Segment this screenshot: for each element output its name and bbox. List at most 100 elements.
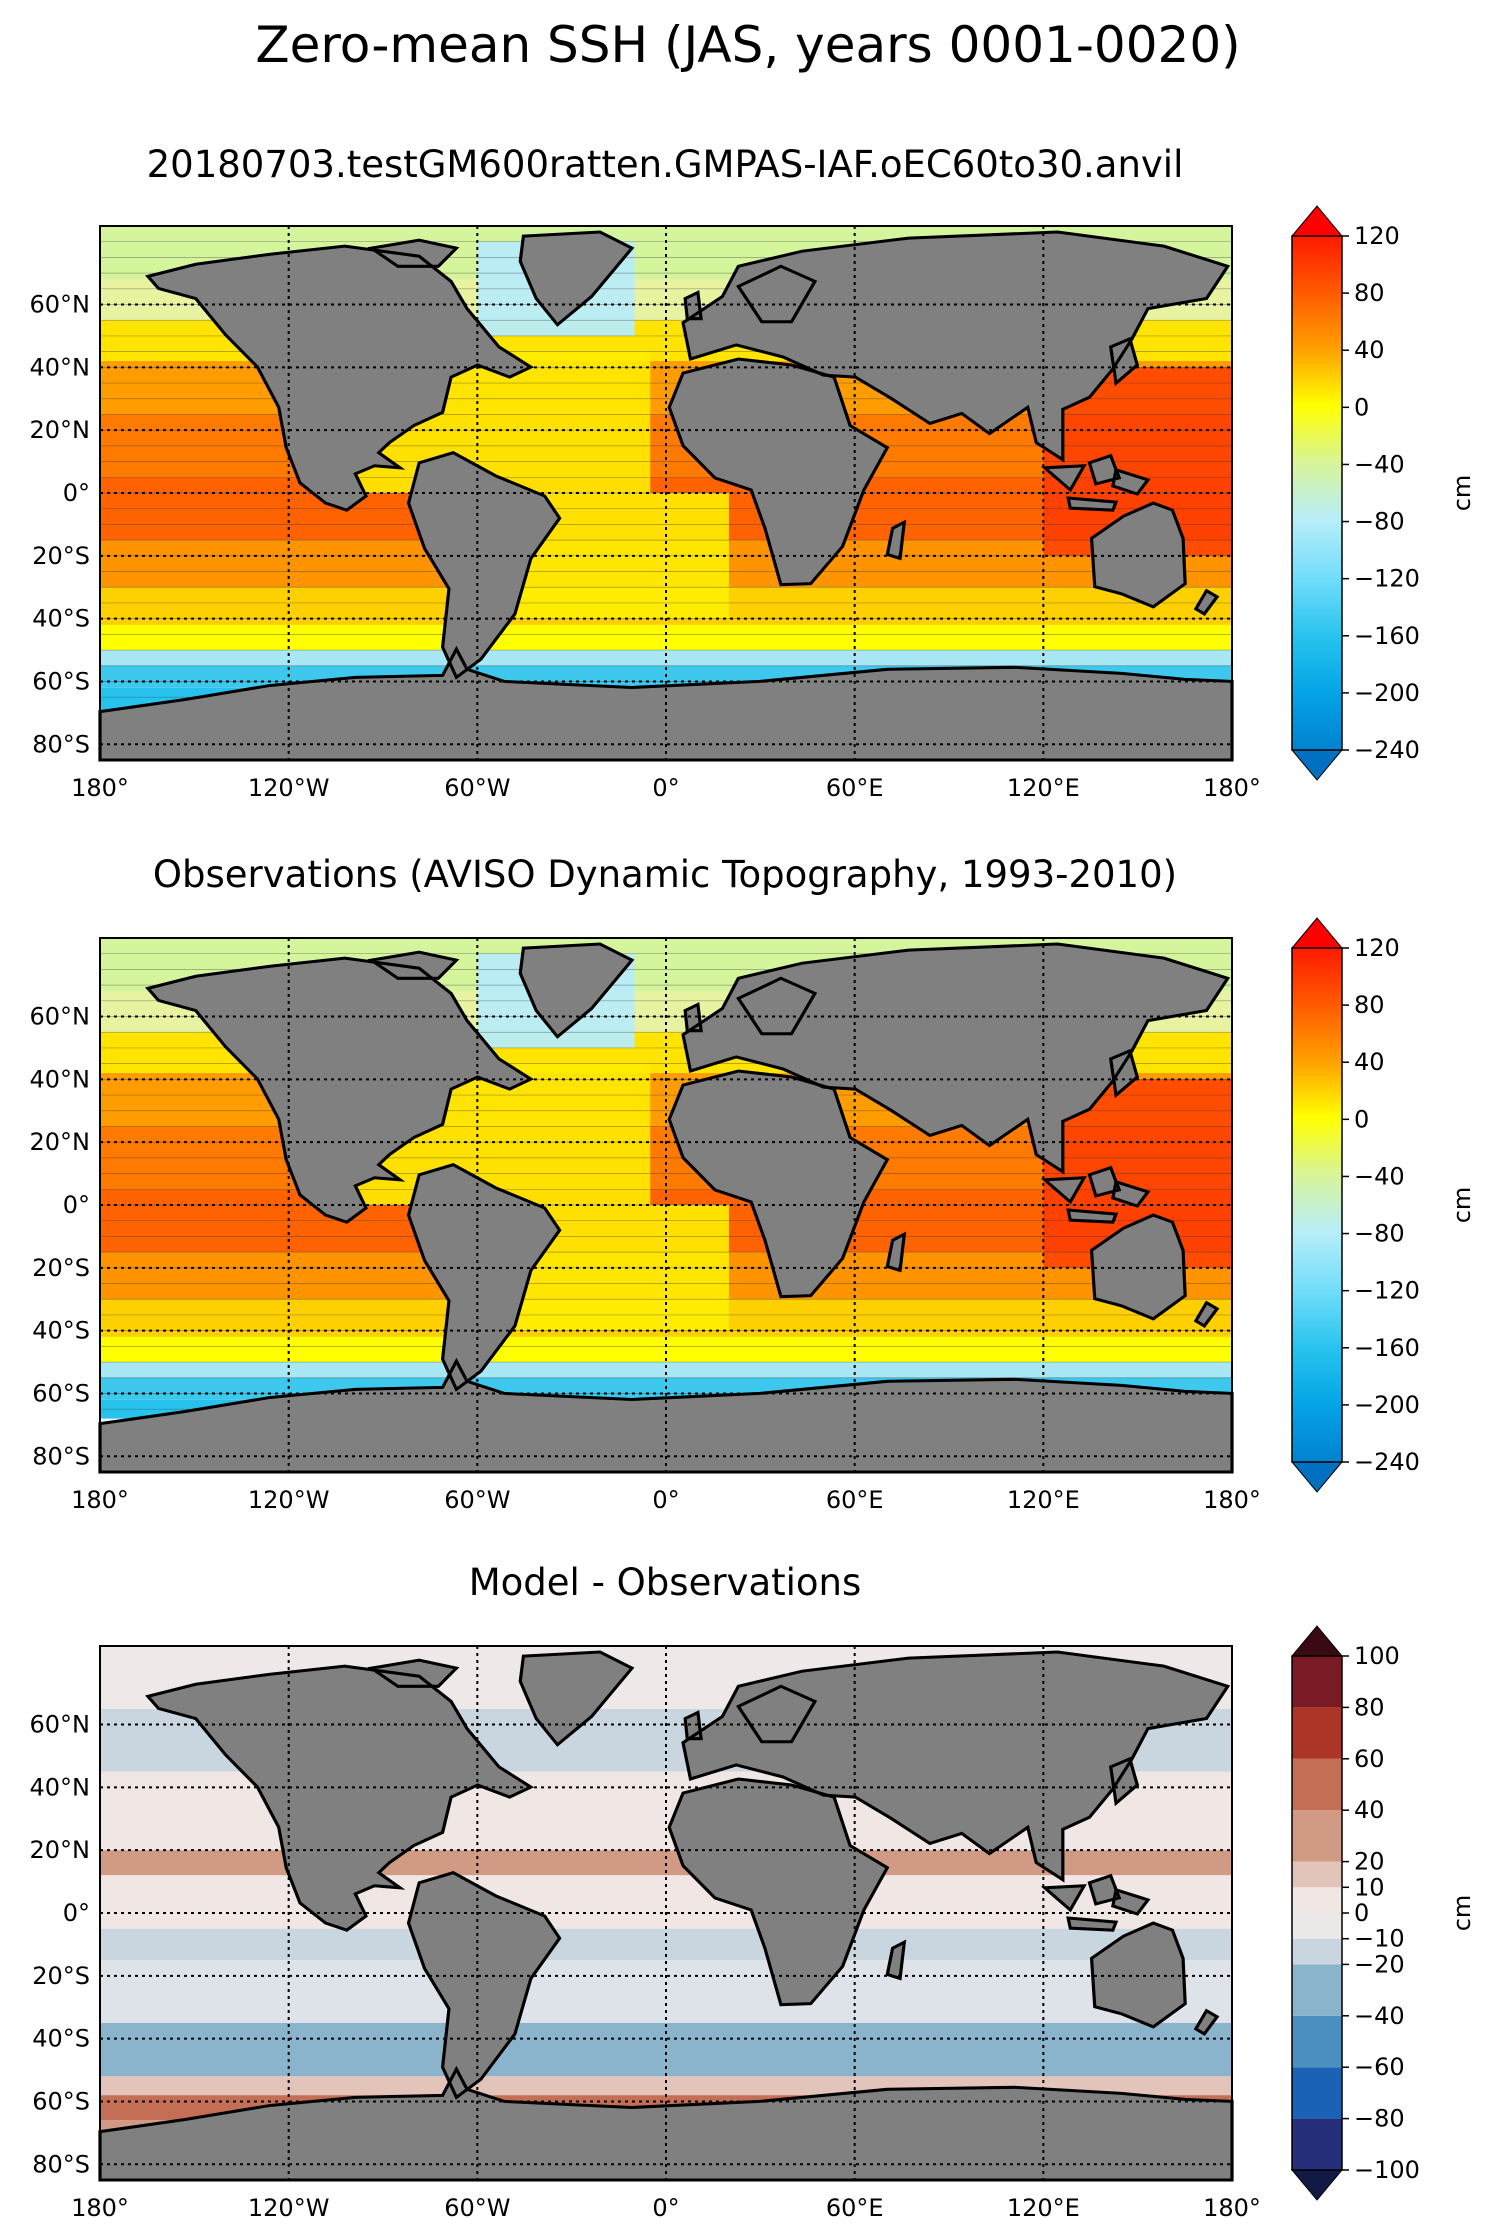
y-tick-label: 20°N xyxy=(30,1836,91,1864)
x-tick-label: 60°W xyxy=(444,1486,510,1514)
colorbar-segment xyxy=(1292,1938,1342,1965)
ssh-band xyxy=(100,624,1232,651)
map-frame xyxy=(99,1645,1233,2181)
colorbar-tick-label: −80 xyxy=(1354,1220,1405,1248)
colorbar-segment xyxy=(1292,2015,1342,2068)
colorbar-tick-label: −80 xyxy=(1354,508,1405,536)
y-tick-label: 40°N xyxy=(30,1773,91,1801)
x-tick-label: 60°W xyxy=(444,2194,510,2222)
colorbar-label: cm xyxy=(1448,1895,1476,1932)
colorbar-tick-label: −160 xyxy=(1354,622,1420,650)
colorbar: 120 80 40 0 −40 −80 −120 −160 −200 −240 cm xyxy=(1290,205,1476,781)
figure-title: Zero-mean SSH (JAS, years 0001-0020) xyxy=(255,16,1241,74)
colorbar-tick-label: 120 xyxy=(1354,222,1400,250)
x-tick-label: 120°E xyxy=(1007,1486,1080,1514)
colorbar-extend-min xyxy=(1290,2169,1344,2201)
colorbar-tick-label: −120 xyxy=(1354,565,1420,593)
colorbar-tick-label: 10 xyxy=(1354,1873,1385,1901)
colorbar-tick-label: 60 xyxy=(1354,1745,1385,1773)
colorbar-tick-label: −120 xyxy=(1354,1277,1420,1305)
colorbar-tick-label: 120 xyxy=(1354,934,1400,962)
colorbar-extend-min xyxy=(1290,1461,1344,1493)
colorbar-tick-label: −20 xyxy=(1354,1950,1405,1978)
y-tick-label: 40°N xyxy=(30,1065,91,1093)
panel-1-title: 20180703.testGM600ratten.GMPAS-IAF.oEC60… xyxy=(146,143,1184,186)
y-tick-label: 60°N xyxy=(30,1003,91,1031)
y-tick-label: 80°S xyxy=(32,1442,90,1470)
colorbar-tick-label: −80 xyxy=(1354,2105,1405,2133)
x-tick-label: 120°W xyxy=(248,2194,330,2222)
colorbar-extend-max xyxy=(1290,205,1344,237)
x-tick-label: 180° xyxy=(1203,774,1261,802)
colorbar-tick-label: 80 xyxy=(1354,279,1385,307)
ssh-band xyxy=(100,1336,1232,1363)
x-tick-label: 0° xyxy=(652,774,679,802)
x-tick-label: 180° xyxy=(1203,1486,1261,1514)
colorbar-tick-label: 0 xyxy=(1354,1105,1369,1133)
panel-3: 180° 120°W 60°W 0° 60°E 120°E 180° 60°N 40°N 20°N… xyxy=(30,1625,1476,2222)
colorbar-tick-label: 40 xyxy=(1354,1048,1385,1076)
colorbar-frame xyxy=(1291,235,1343,751)
y-tick-label: 20°S xyxy=(32,1254,90,1282)
y-tick-label: 60°S xyxy=(32,667,90,695)
colorbar-tick-label: 20 xyxy=(1354,1848,1385,1876)
colorbar-extend-min xyxy=(1290,749,1344,781)
panel-2: 180° 120°W 60°W 0° 60°E 120°E 180° 60°N 40°N 20°N… xyxy=(30,917,1476,1514)
x-tick-label: 120°W xyxy=(248,1486,330,1514)
x-tick-label: 120°E xyxy=(1007,2194,1080,2222)
y-tick-label: 40°S xyxy=(32,605,90,633)
colorbar-gradient xyxy=(1292,948,1342,1462)
panel-2-title: Observations (AVISO Dynamic Topography, … xyxy=(152,853,1178,896)
x-tick-label: 180° xyxy=(71,774,129,802)
x-tick-label: 0° xyxy=(652,1486,679,1514)
y-tick-label: 20°S xyxy=(32,542,90,570)
colorbar-segment xyxy=(1292,2118,1342,2170)
map-frame xyxy=(99,225,1233,761)
panel-3-title: Model - Observations xyxy=(468,1561,862,1604)
colorbar-segment xyxy=(1292,1964,1342,2016)
colorbar-tick-label: 40 xyxy=(1354,1796,1385,1824)
y-tick-label: 40°S xyxy=(32,2025,90,2053)
x-tick-label: 120°W xyxy=(248,774,330,802)
x-tick-label: 60°W xyxy=(444,774,510,802)
colorbar-gradient xyxy=(1292,236,1342,750)
x-tick-label: 120°E xyxy=(1007,774,1080,802)
y-tick-label: 40°N xyxy=(30,353,91,381)
y-tick-label: 0° xyxy=(63,479,90,507)
colorbar-tick-label: −240 xyxy=(1354,736,1420,764)
y-tick-label: 0° xyxy=(63,1191,90,1219)
colorbar-extend-max xyxy=(1290,1625,1344,1657)
y-tick-label: 0° xyxy=(63,1899,90,1927)
colorbar-tick-label: −200 xyxy=(1354,679,1420,707)
x-tick-label: 180° xyxy=(1203,2194,1261,2222)
ssh-band xyxy=(100,650,1232,666)
colorbar: 120 80 40 0 −40 −80 −120 −160 −200 −240 cm xyxy=(1290,917,1476,1493)
panel-1: 180° 120°W 60°W 0° 60°E 120°E 180° 60°N 40°N 20°N… xyxy=(30,205,1476,802)
colorbar-tick-label: −160 xyxy=(1354,1334,1420,1362)
colorbar-tick-label: 80 xyxy=(1354,991,1385,1019)
x-tick-label: 0° xyxy=(652,2194,679,2222)
x-tick-label: 60°E xyxy=(826,774,884,802)
colorbar-tick-label: −40 xyxy=(1354,450,1405,478)
x-tick-label: 180° xyxy=(71,2194,129,2222)
colorbar-tick-label: −40 xyxy=(1354,2002,1405,2030)
colorbar-segment xyxy=(1292,1707,1342,1759)
colorbar-label: cm xyxy=(1448,1187,1476,1224)
colorbar-segment xyxy=(1292,1861,1342,1888)
colorbar-tick-label: −100 xyxy=(1354,2156,1420,2184)
colorbar-tick-label: 40 xyxy=(1354,336,1385,364)
y-tick-label: 60°S xyxy=(32,1379,90,1407)
y-tick-label: 20°N xyxy=(30,1128,91,1156)
colorbar-segment xyxy=(1292,1758,1342,1811)
colorbar-tick-label: 0 xyxy=(1354,393,1369,421)
colorbar-frame xyxy=(1291,947,1343,1463)
colorbar-segment xyxy=(1292,1810,1342,1862)
colorbar-label: cm xyxy=(1448,475,1476,512)
colorbar-tick-label: −10 xyxy=(1354,1925,1405,1953)
y-tick-label: 60°N xyxy=(30,1711,91,1739)
colorbar-tick-label: −240 xyxy=(1354,1448,1420,1476)
x-tick-label: 180° xyxy=(71,1486,129,1514)
y-tick-label: 60°N xyxy=(30,291,91,319)
